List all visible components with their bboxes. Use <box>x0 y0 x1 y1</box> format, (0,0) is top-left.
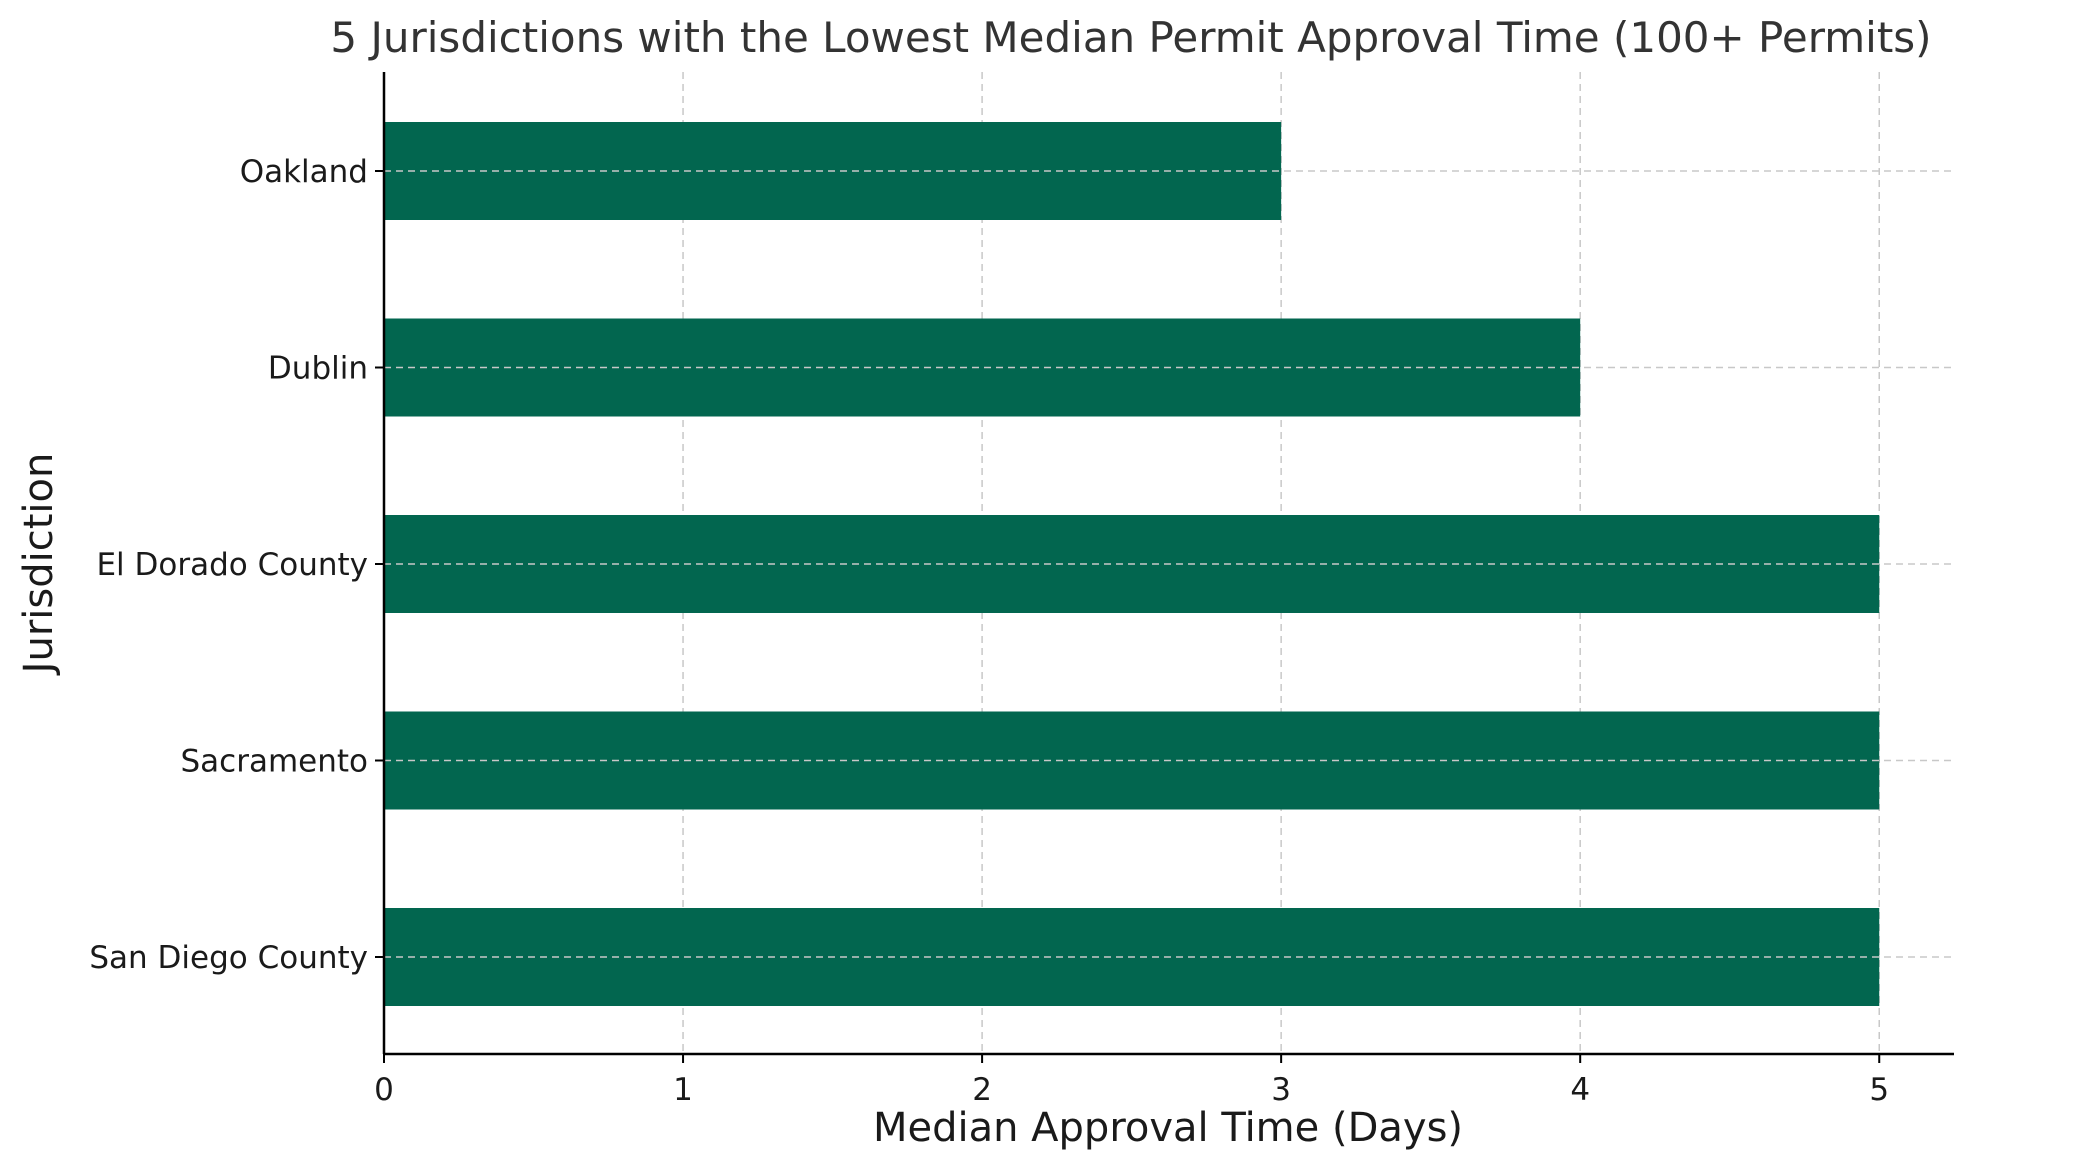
y-tick-label: El Dorado County <box>96 547 368 583</box>
x-tick-label: 3 <box>1271 1072 1291 1108</box>
y-axis-label: Jurisdiction <box>16 453 62 677</box>
x-tick-label: 1 <box>673 1072 693 1108</box>
y-tick-label: Oakland <box>240 154 368 190</box>
x-tick-label: 2 <box>972 1072 992 1108</box>
y-tick-label: San Diego County <box>89 940 368 976</box>
x-tick-label: 0 <box>374 1072 394 1108</box>
chart-title: 5 Jurisdictions with the Lowest Median P… <box>330 13 1931 62</box>
y-tick-label: Sacramento <box>181 744 369 780</box>
bar <box>384 318 1581 417</box>
x-tick-label: 5 <box>1869 1072 1889 1108</box>
grid-lines <box>682 72 1880 1054</box>
bars <box>384 122 1954 1006</box>
x-tick-label: 4 <box>1570 1072 1590 1108</box>
y-tick-label: Dublin <box>268 351 368 387</box>
tick-labels: 0 1 2 3 4 5 Oakland Dublin El Dorado County Sacra… <box>89 154 1889 1108</box>
x-axis-label: Median Approval Time (Days) <box>873 1105 1463 1151</box>
